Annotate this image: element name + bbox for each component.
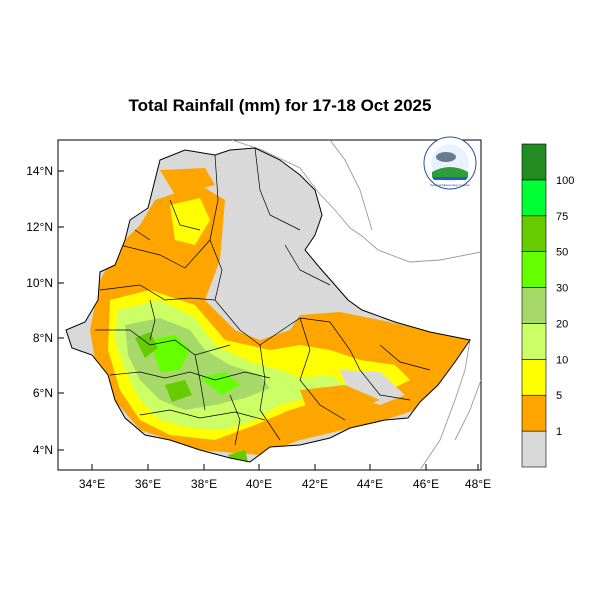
lat-tick-label: 12°N (26, 220, 53, 234)
color-legend: 1 5 10 20 30 50 75 100 (521, 143, 574, 468)
map-title: Total Rainfall (mm) for 17-18 Oct 2025 (128, 96, 432, 115)
legend-swatch (521, 251, 547, 288)
lon-tick-label: 34°E (79, 477, 105, 491)
lat-tick-label: 6°N (33, 386, 53, 400)
legend-label: 75 (556, 211, 568, 223)
cloud-icon (436, 152, 456, 162)
lon-tick-label: 36°E (135, 477, 161, 491)
lon-tick-label: 42°E (302, 477, 328, 491)
legend-label: 30 (556, 283, 568, 295)
legend-swatch (521, 287, 547, 324)
legend-label: 1 (556, 426, 562, 438)
lon-tick-label: 38°E (191, 477, 217, 491)
longitude-labels: 34°E 36°E 38°E 40°E 42°E 44°E 46°E 48°E (79, 477, 491, 491)
lon-tick-label: 46°E (413, 477, 439, 491)
lon-tick-label: 44°E (357, 477, 383, 491)
legend-swatch (521, 215, 547, 252)
regional-boundaries (95, 148, 431, 446)
legend-label: 50 (556, 247, 568, 259)
legend-swatch (521, 323, 547, 360)
legend-swatch (521, 430, 547, 468)
legend-label: 100 (556, 175, 574, 187)
legend-swatch (521, 179, 547, 217)
legend-label: 5 (556, 390, 562, 402)
landscape-icon (432, 167, 468, 177)
lon-tick-label: 48°E (465, 477, 491, 491)
legend-swatch (521, 143, 547, 181)
lat-tick-label: 14°N (26, 164, 53, 178)
legend-label: 20 (556, 318, 568, 330)
legend-label: 10 (556, 354, 568, 366)
legend-swatch (521, 359, 547, 396)
lat-tick-label: 4°N (33, 443, 53, 457)
lat-tick-label: 8°N (33, 331, 53, 345)
logo-text: National Meteorology Institute (430, 183, 470, 187)
legend-swatch (521, 394, 547, 432)
coastlines (231, 140, 481, 470)
agency-logo: National Meteorology Institute (423, 136, 477, 190)
axis-ticks (58, 170, 479, 470)
lat-tick-label: 10°N (26, 276, 53, 290)
latitude-labels: 4°N 6°N 8°N 10°N 12°N 14°N (26, 164, 53, 457)
lon-tick-label: 40°E (246, 477, 272, 491)
